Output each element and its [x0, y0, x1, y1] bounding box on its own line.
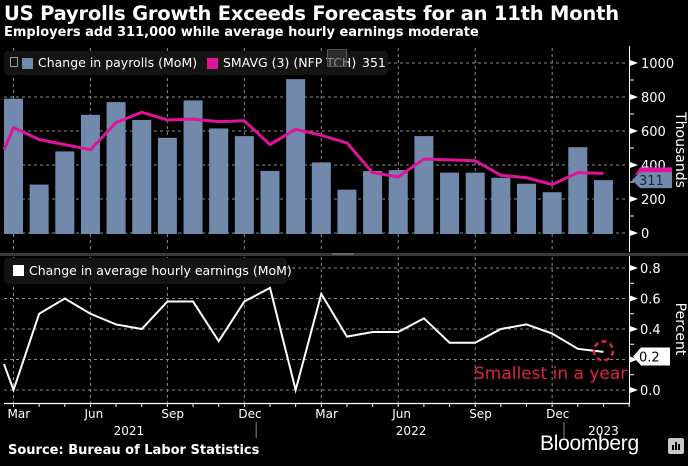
payrolls-legend-label[interactable]: Change in payrolls (MoM)	[38, 55, 198, 70]
payroll-last-value-label: 311	[639, 174, 664, 189]
y-tick-marker	[630, 196, 638, 202]
x-month-label: Jun	[83, 407, 103, 421]
payroll-bar[interactable]	[234, 136, 254, 234]
payroll-last-value-tag	[632, 172, 672, 189]
x-month-label: Mar	[315, 407, 338, 421]
payroll-bar[interactable]	[132, 119, 152, 234]
y-tick-marker	[630, 162, 638, 168]
payroll-bar[interactable]	[55, 151, 75, 234]
y-tick-label: 1000	[641, 57, 674, 72]
x-year-label: 2021	[114, 424, 145, 438]
payroll-bar[interactable]	[337, 189, 357, 234]
y-tick-label: 600	[641, 125, 666, 140]
payrolls-legend-swatch	[22, 58, 33, 69]
payroll-bar[interactable]	[593, 180, 613, 234]
payroll-bar[interactable]	[106, 102, 126, 234]
x-month-label: Jun	[391, 407, 411, 421]
panel-divider-grip	[332, 253, 354, 255]
y-tick-marker	[630, 128, 638, 134]
payrolls-bars	[4, 79, 613, 235]
payroll-bar[interactable]	[388, 170, 408, 234]
y-tick-marker	[630, 295, 638, 302]
payroll-bar[interactable]	[414, 136, 434, 234]
y-tick-marker	[630, 60, 638, 66]
bloomberg-logo: Bloomberg	[540, 432, 639, 455]
payroll-bar[interactable]	[29, 184, 49, 234]
earnings-line-group: Smallest in a year	[3, 286, 688, 394]
payroll-bar[interactable]	[157, 137, 177, 234]
smavg-legend-swatch	[207, 58, 218, 69]
y-tick-marker	[630, 230, 638, 236]
payroll-bar[interactable]	[4, 98, 23, 234]
y-tick-marker	[630, 265, 638, 271]
bloomberg-chart-icon	[668, 438, 684, 454]
x-month-label: Dec	[238, 407, 261, 421]
y-axis-title: Percent	[672, 303, 688, 356]
annotation-clip	[630, 366, 688, 386]
y-tick-marker	[630, 94, 638, 100]
y-tick-label: 0	[641, 227, 649, 242]
legend-collapse-icon[interactable]	[10, 57, 18, 67]
payroll-bar[interactable]	[517, 183, 536, 234]
x-month-label: Sep	[161, 407, 184, 421]
y-tick-label: 0.6	[640, 293, 661, 308]
y-tick-label: 0.8	[640, 262, 661, 277]
earnings-last-value-label: 0.2	[639, 350, 660, 365]
x-axis: Mar Jun Sep Dec Mar Jun Sep Dec 2021 2022 2023	[4, 402, 630, 438]
y-tick-label: 0.0	[640, 384, 661, 399]
y-tick-label: 800	[641, 91, 666, 106]
payroll-bar[interactable]	[286, 79, 306, 235]
payroll-bar[interactable]	[311, 162, 331, 234]
y-tick-marker	[630, 356, 638, 363]
x-year-label: 2023	[588, 424, 619, 438]
chart-subtitle: Employers add 311,000 while average hour…	[4, 25, 479, 40]
chart-title: US Payrolls Growth Exceeds Forecasts for…	[4, 2, 619, 25]
earnings-legend-label[interactable]: Change in average hourly earnings (MoM)	[29, 263, 292, 278]
smavg-legend-value: 351	[362, 55, 386, 70]
source-note: Source: Bureau of Labor Statistics	[8, 443, 260, 458]
payroll-bar[interactable]	[209, 128, 229, 234]
x-month-label: Mar	[8, 407, 31, 421]
payroll-bar[interactable]	[80, 114, 100, 234]
y-tick-marker	[630, 387, 638, 393]
earnings-legend-swatch	[13, 265, 24, 276]
payroll-bar[interactable]	[542, 192, 562, 234]
x-month-label: Dec	[546, 407, 569, 421]
annotation-text: Smallest in a year	[474, 364, 627, 384]
payroll-bar[interactable]	[568, 147, 588, 234]
payrolls-legend	[4, 51, 388, 75]
x-year-label: 2022	[396, 424, 427, 438]
earnings-last-value-tag	[633, 347, 670, 366]
y-tick-marker	[630, 326, 638, 332]
x-month-label: Sep	[469, 407, 492, 421]
chart-type-icon[interactable]	[327, 49, 347, 67]
y-tick-label: 0.4	[640, 323, 661, 338]
payroll-bar[interactable]	[440, 172, 460, 234]
y-tick-label: 200	[641, 193, 666, 208]
payroll-bar[interactable]	[183, 100, 203, 235]
earnings-legend	[4, 258, 287, 284]
annotation-circle	[592, 340, 615, 362]
payroll-bar[interactable]	[260, 170, 280, 234]
y-axis-title: Thousands	[672, 111, 688, 188]
smavg-legend-label[interactable]: SMAVG (3) (NFP TCH)	[223, 55, 357, 70]
payroll-bar[interactable]	[465, 172, 485, 234]
payroll-bar[interactable]	[363, 170, 383, 234]
smavg-line-group	[2, 110, 604, 187]
payroll-bar[interactable]	[491, 177, 511, 234]
